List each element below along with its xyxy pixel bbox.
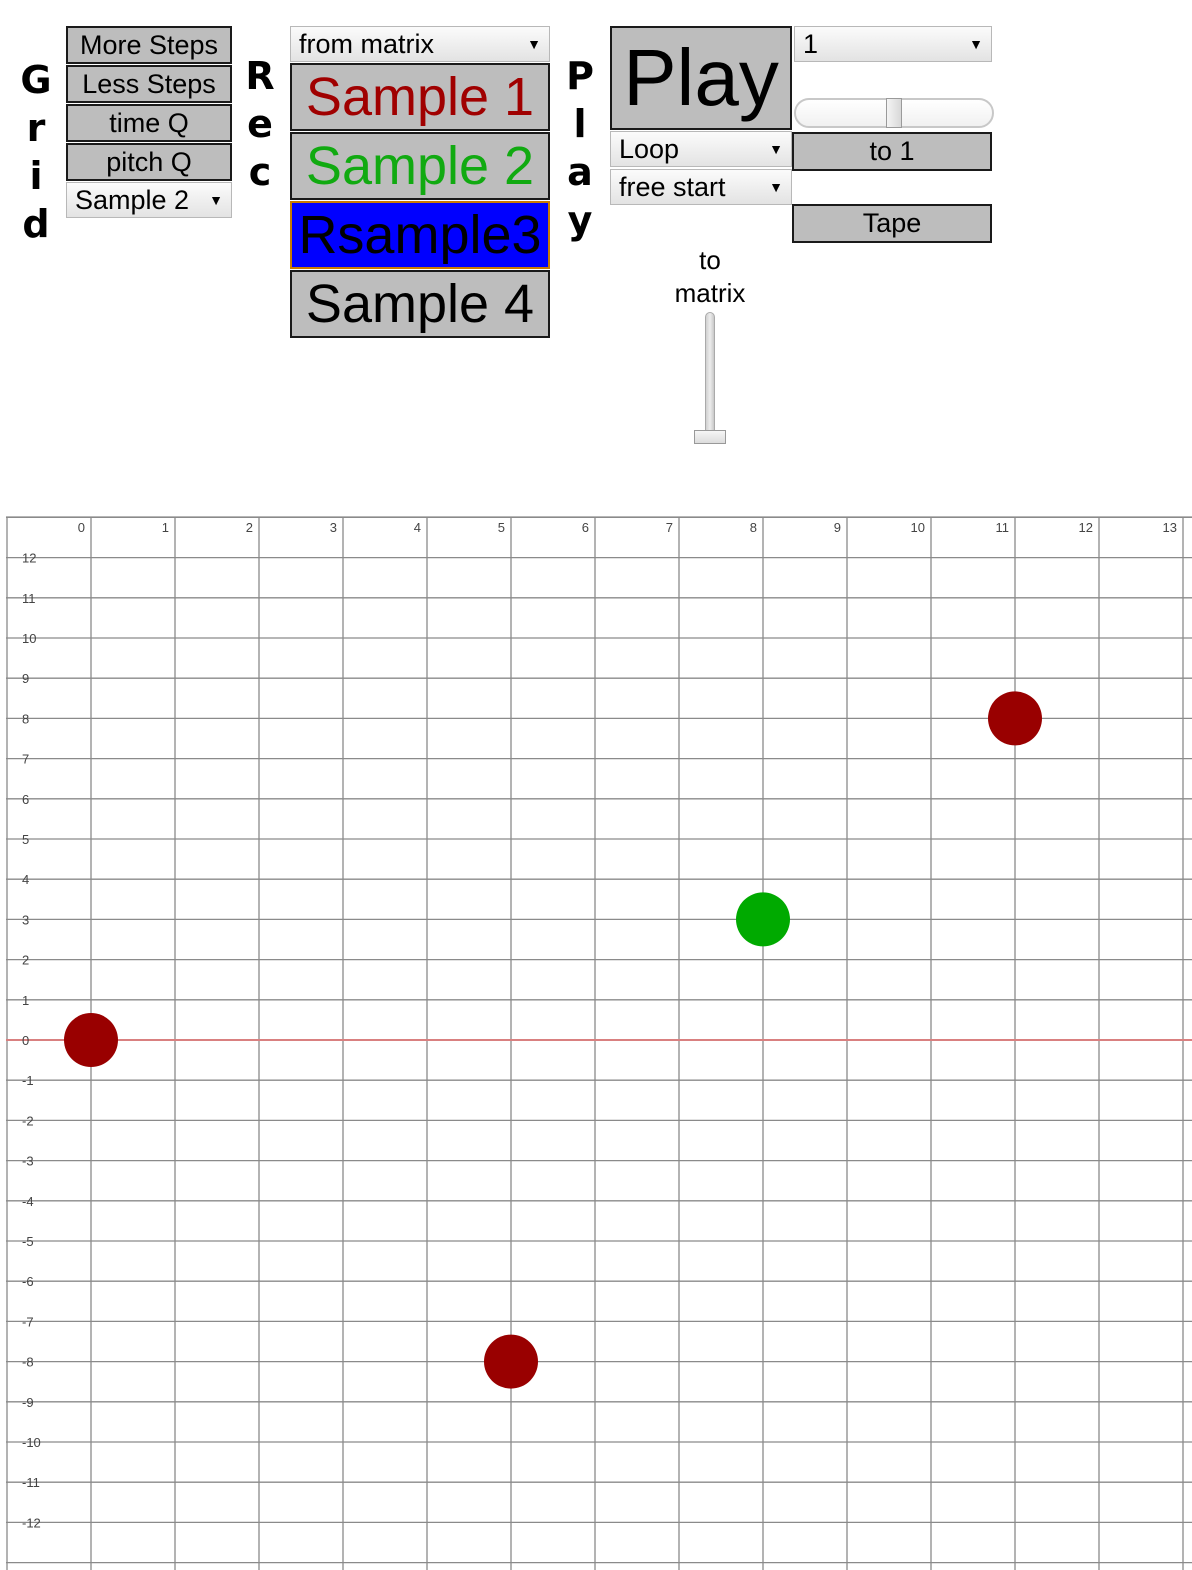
tape-button[interactable]: Tape: [792, 204, 992, 243]
to-matrix-label-line: matrix: [674, 278, 746, 308]
y-tick-label: -2: [22, 1113, 34, 1128]
grid-sample-select[interactable]: Sample 2 ▼: [66, 182, 232, 218]
start-mode-select[interactable]: free start ▼: [610, 169, 792, 205]
sample-4-button[interactable]: Sample 4: [290, 270, 550, 338]
play-label-letter: P: [566, 54, 594, 98]
y-tick-label: -1: [22, 1073, 34, 1088]
y-tick-label: -12: [22, 1515, 41, 1530]
time-quantize-button[interactable]: time Q: [66, 104, 232, 142]
play-label-letter: a: [567, 150, 593, 194]
y-tick-label: 2: [22, 953, 29, 968]
to-matrix-slider-thumb[interactable]: [694, 430, 726, 444]
y-tick-label: -5: [22, 1234, 34, 1249]
note-dot[interactable]: [64, 1013, 118, 1067]
x-tick-label: 13: [1163, 520, 1177, 535]
x-tick-label: 6: [582, 520, 589, 535]
x-tick-label: 9: [834, 520, 841, 535]
y-tick-label: 6: [22, 792, 29, 807]
y-tick-label: 12: [22, 551, 36, 566]
y-tick-label: -8: [22, 1355, 34, 1370]
play-button[interactable]: Play: [610, 26, 792, 130]
y-tick-label: -7: [22, 1314, 34, 1329]
start-mode-select-value: free start: [619, 171, 726, 202]
y-tick-label: 5: [22, 832, 29, 847]
note-dot[interactable]: [988, 691, 1042, 746]
sample-3-button[interactable]: Rsample3: [290, 201, 550, 269]
y-tick-label: 11: [22, 591, 36, 606]
speed-slider-thumb[interactable]: [886, 98, 902, 128]
more-steps-button[interactable]: More Steps: [66, 26, 232, 64]
record-source-select[interactable]: from matrix ▼: [290, 26, 550, 62]
chevron-down-icon: ▼: [969, 36, 983, 52]
play-label-letter: y: [567, 198, 593, 242]
grid-label-letter: G: [20, 58, 52, 102]
x-tick-label: 3: [330, 520, 337, 535]
y-tick-label: 7: [22, 752, 29, 767]
y-tick-label: -11: [22, 1475, 40, 1490]
rec-section-label: R e c: [240, 52, 280, 196]
x-tick-label: 11: [996, 520, 1010, 535]
y-tick-label: -3: [22, 1154, 34, 1169]
note-dot[interactable]: [736, 892, 790, 947]
to-matrix-label: to matrix: [660, 244, 760, 310]
to-matrix-label-line: to: [699, 245, 721, 275]
x-tick-label: 8: [750, 520, 757, 535]
y-tick-label: 4: [22, 872, 29, 887]
chevron-down-icon: ▼: [209, 192, 223, 208]
x-tick-label: 4: [414, 520, 421, 535]
x-tick-label: 10: [911, 520, 925, 535]
play-label-letter: l: [573, 102, 587, 146]
rec-label-letter: c: [248, 150, 272, 194]
to-1-button[interactable]: to 1: [792, 132, 992, 171]
grid-label-letter: d: [22, 202, 50, 246]
x-tick-label: 0: [78, 520, 85, 535]
sample-2-button[interactable]: Sample 2: [290, 132, 550, 200]
y-tick-label: -6: [22, 1274, 34, 1289]
y-tick-label: 0: [22, 1033, 29, 1048]
note-dot[interactable]: [484, 1334, 538, 1389]
grid-section-label: G r i d: [16, 56, 56, 248]
y-tick-label: 9: [22, 671, 29, 686]
y-tick-label: 3: [22, 912, 29, 927]
loop-mode-select[interactable]: Loop ▼: [610, 131, 792, 167]
note-matrix[interactable]: 0 1 2 3 4 5 6 7 8 9 10 11 12 131211109876543210-1-2-3…: [0, 505, 1192, 1570]
chevron-down-icon: ▼: [769, 179, 783, 195]
rec-label-letter: e: [247, 102, 273, 146]
x-tick-label: 5: [498, 520, 505, 535]
y-tick-label: 8: [22, 711, 29, 726]
less-steps-button[interactable]: Less Steps: [66, 65, 232, 103]
x-tick-label: 2: [246, 520, 253, 535]
x-tick-label: 7: [666, 520, 673, 535]
sample-1-button[interactable]: Sample 1: [290, 63, 550, 131]
grid-label-letter: i: [29, 154, 43, 198]
grid-label-letter: r: [26, 106, 46, 150]
pitch-quantize-button[interactable]: pitch Q: [66, 143, 232, 181]
x-tick-label: 1: [162, 520, 169, 535]
rec-label-letter: R: [245, 54, 275, 98]
y-tick-label: -4: [22, 1194, 34, 1209]
y-tick-label: 1: [22, 993, 29, 1008]
chevron-down-icon: ▼: [527, 36, 541, 52]
chevron-down-icon: ▼: [769, 141, 783, 157]
loop-mode-select-value: Loop: [619, 133, 680, 164]
y-tick-label: -9: [22, 1395, 34, 1410]
to-matrix-slider-track[interactable]: [705, 312, 715, 444]
x-tick-label: 12: [1079, 520, 1093, 535]
play-section-label: P l a y: [560, 52, 600, 244]
grid-sample-select-value: Sample 2: [75, 184, 190, 215]
y-tick-label: -10: [22, 1435, 41, 1450]
y-tick-label: 10: [22, 631, 36, 646]
playback-number-select[interactable]: 1 ▼: [794, 26, 992, 62]
record-source-select-value: from matrix: [299, 28, 434, 59]
playback-number-select-value: 1: [803, 28, 819, 59]
